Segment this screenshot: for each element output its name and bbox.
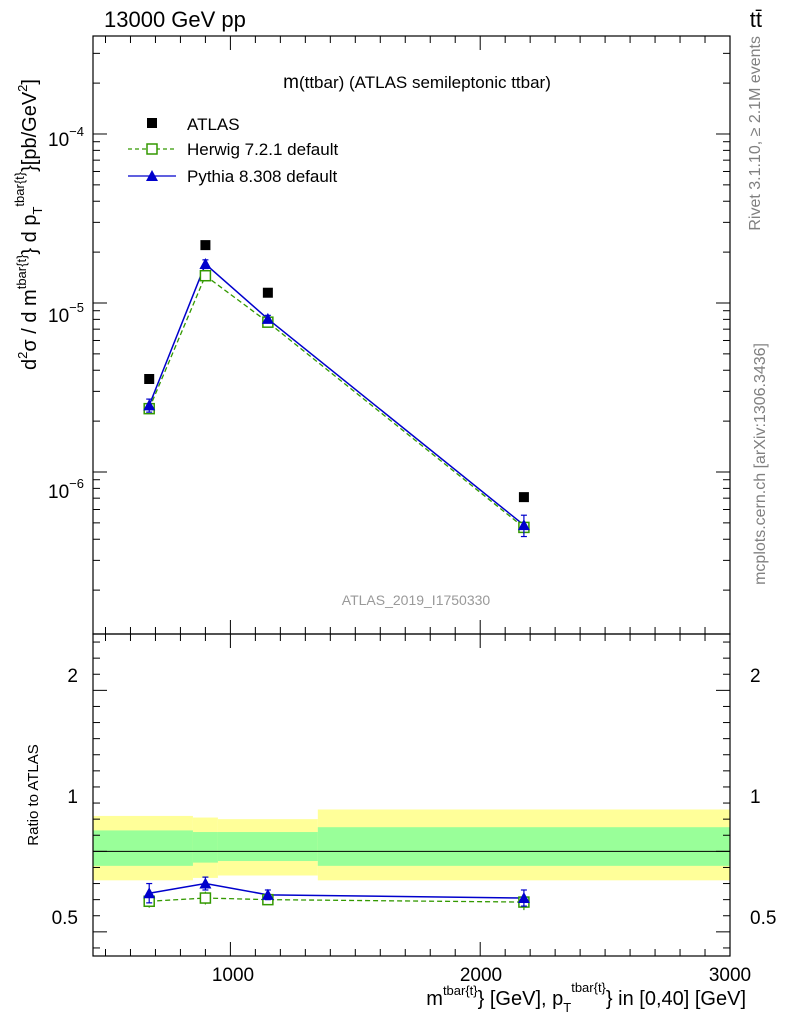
herwig-line <box>148 274 525 528</box>
legend-pythia: Pythia 8.308 default <box>128 167 338 186</box>
plot-title: m(ttbar) (ATLAS semileptonic ttbar) <box>283 72 551 93</box>
ratio-ylabel: Ratio to ATLAS <box>25 744 42 845</box>
ratio-ytick-2-right: 2 <box>750 666 761 687</box>
pythia-point <box>261 312 274 324</box>
atlas-point <box>200 240 211 251</box>
atlas-point <box>144 374 155 385</box>
legend-pythia-marker <box>146 170 158 181</box>
ratio-ytick-0.5-right: 0.5 <box>750 908 776 929</box>
svg-text:10−5: 10−5 <box>48 300 84 327</box>
legend: ATLAS Herwig 7.2.1 default Pythia 8.308 … <box>128 115 338 186</box>
analysis-watermark: ATLAS_2019_I1750330 <box>342 592 491 608</box>
ratio-herwig-point <box>199 892 212 904</box>
legend-atlas: ATLAS <box>147 115 240 134</box>
xaxis-label: mtbar{t}} [GeV], pTtbar{t}} in [0,40] [G… <box>426 980 746 1015</box>
main-panel: m(ttbar) (ATLAS semileptonic ttbar) ATLA… <box>12 35 731 635</box>
ratio-ytick-2-left: 2 <box>67 666 78 687</box>
ratio-herwig-line <box>149 897 524 903</box>
rivet-label: Rivet 3.1.10, ≥ 2.1M events <box>747 36 764 231</box>
collision-label: 13000 GeV pp <box>104 7 246 32</box>
ratio-pythia-point <box>143 887 156 899</box>
xtick-3000: 3000 <box>709 965 751 986</box>
ratio-ytick-1-right: 1 <box>750 787 761 808</box>
main-ytick-1e-5: 10−5 <box>48 300 84 327</box>
xtick-1000: 1000 <box>212 965 254 986</box>
ratio-band-inner <box>93 830 193 866</box>
main-ylabel: d2σ / d mtbar{t}} d pTtbar{t}}[pb/GeV2] <box>12 79 45 370</box>
atlas-point <box>262 287 273 298</box>
ratio-pythia-line <box>149 882 524 899</box>
ratio-band-inner <box>192 832 218 863</box>
atlas-point <box>518 492 529 503</box>
legend-atlas-label: ATLAS <box>187 115 240 134</box>
ratio-ytick-1-left: 1 <box>67 787 78 808</box>
process-label: tt̄ <box>750 7 762 32</box>
pythia-point <box>143 399 156 411</box>
svg-text:10−4: 10−4 <box>48 124 84 151</box>
legend-herwig: Herwig 7.2.1 default <box>128 140 338 159</box>
ratio-panel: 2 1 0.5 2 1 0.5 Ratio to ATLAS <box>25 633 776 957</box>
xtick-2000: 2000 <box>460 965 502 986</box>
main-ytick-1e-4: 10−4 <box>48 124 84 151</box>
ratio-ytick-0.5-left: 0.5 <box>52 908 78 929</box>
ratio-pythia-point <box>199 877 212 889</box>
mcplots-label: mcplots.cern.ch [arXiv:1306.3436] <box>752 343 769 585</box>
pythia-point <box>199 258 212 270</box>
legend-herwig-marker <box>146 143 158 155</box>
ratio-frame <box>92 633 731 957</box>
legend-pythia-label: Pythia 8.308 default <box>187 167 338 186</box>
ratio-pythia-point <box>517 892 530 904</box>
ratio-band-inner <box>317 827 730 866</box>
ratio-pythia-point <box>261 888 274 900</box>
legend-herwig-label: Herwig 7.2.1 default <box>187 140 338 159</box>
legend-atlas-marker <box>147 118 157 128</box>
main-ytick-1e-6: 10−6 <box>48 476 84 503</box>
pythia-line <box>148 262 525 526</box>
herwig-point <box>199 269 212 282</box>
svg-text:10−6: 10−6 <box>48 476 84 503</box>
ratio-band-inner <box>217 832 318 862</box>
pythia-point <box>517 519 530 531</box>
